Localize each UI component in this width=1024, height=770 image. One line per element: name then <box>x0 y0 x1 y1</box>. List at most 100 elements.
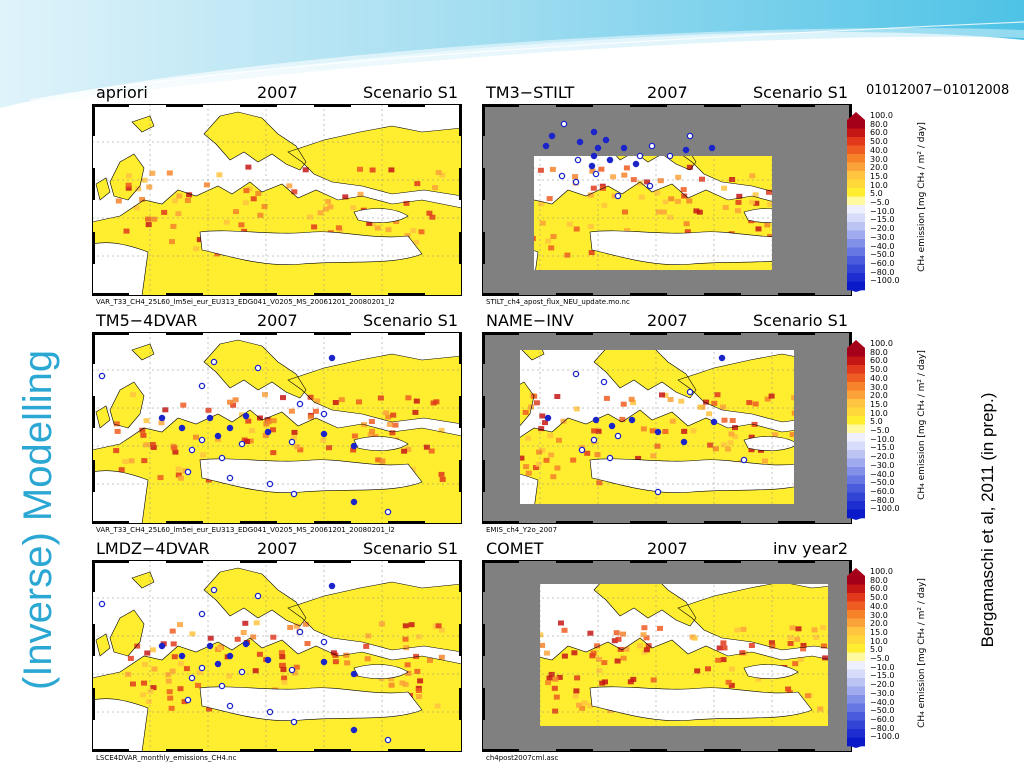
emission-cell <box>297 447 304 453</box>
colorbar-tick-label: 20.0 <box>870 619 888 629</box>
emission-cell <box>286 183 293 189</box>
station-marker <box>210 358 218 366</box>
emission-cell <box>752 192 759 198</box>
emission-cell <box>637 643 643 649</box>
emission-cell <box>195 682 201 688</box>
emission-cell <box>189 631 196 637</box>
frame-tick <box>482 104 519 107</box>
frame-tick <box>314 293 351 296</box>
scenario-label: inv year2 <box>772 539 848 558</box>
emission-cell <box>123 228 130 234</box>
year-label: 2007 <box>257 83 298 102</box>
emission-cell <box>720 640 727 646</box>
emission-cell <box>351 433 358 439</box>
colorbar-segment <box>847 382 865 391</box>
emission-cell <box>640 426 647 432</box>
emission-cell <box>438 654 445 660</box>
land-area <box>678 582 852 652</box>
emission-map <box>482 104 852 296</box>
colorbar-tick-label: 50.0 <box>870 365 888 375</box>
emission-cell <box>130 681 136 687</box>
emission-cell <box>312 408 319 414</box>
masked-area <box>482 332 852 524</box>
frame-tick <box>240 560 277 563</box>
emission-cell <box>184 198 191 203</box>
emission-cell <box>573 406 580 412</box>
emission-cell <box>542 420 548 426</box>
emission-cell <box>157 475 164 481</box>
colorbar-unit-label: CH₄ emission [mg CH₄ / m² / day] <box>917 350 927 500</box>
coastline <box>203 567 307 627</box>
land-area <box>132 344 154 360</box>
emission-cell <box>170 641 177 647</box>
station-marker <box>320 430 328 438</box>
emission-cell <box>357 191 364 197</box>
frame-tick <box>482 104 485 136</box>
station-marker <box>218 454 226 462</box>
station-marker <box>254 364 262 372</box>
emission-cell <box>270 418 277 424</box>
frame-tick <box>459 104 462 136</box>
frame-tick <box>556 521 593 524</box>
emission-cell <box>596 656 602 662</box>
emission-cell <box>133 205 140 211</box>
map-frame-ticks <box>92 104 462 296</box>
panel-title: TM3−STILT 2007 Scenario S1 <box>482 82 852 104</box>
frame-tick <box>92 396 95 428</box>
station-marker <box>646 182 654 190</box>
frame-tick <box>166 332 203 335</box>
emission-cell <box>525 435 532 441</box>
emission-cell <box>172 449 179 455</box>
station-marker <box>296 628 304 636</box>
frame-tick <box>778 560 815 563</box>
emission-cell <box>611 638 618 644</box>
station-marker <box>350 498 358 506</box>
emission-cell <box>146 184 153 190</box>
emission-cell <box>539 220 546 226</box>
emission-cell <box>127 655 134 661</box>
emission-cell <box>332 400 339 405</box>
emission-cell <box>177 686 184 692</box>
emission-cell <box>579 705 586 711</box>
colorbar-tick-label: −60.0 <box>870 486 895 496</box>
emission-cell <box>114 428 121 434</box>
emission-cell <box>736 193 743 199</box>
colorbar-tick-label: −50.0 <box>870 478 895 488</box>
emission-cell <box>405 670 412 676</box>
frame-tick <box>92 688 95 720</box>
emission-cell <box>135 186 142 192</box>
station-marker <box>632 160 640 168</box>
emission-cell <box>800 642 807 648</box>
emission-cell <box>755 676 762 682</box>
emission-cell <box>693 208 700 214</box>
colorbar-tick-label: −100.0 <box>870 276 900 286</box>
frame-tick <box>92 560 95 592</box>
station-marker <box>184 468 192 476</box>
emission-cell <box>172 198 179 204</box>
emission-cell <box>147 688 154 694</box>
emission-cell <box>166 689 173 695</box>
frame-tick <box>556 749 593 752</box>
emission-cell <box>165 672 172 678</box>
panel-tm5-4dvar: TM5−4DVAR 2007 Scenario S1 VAR_T33_CH4_2… <box>92 310 462 542</box>
sea-area <box>589 686 813 721</box>
emission-cell <box>223 219 230 225</box>
colorbar-tick-label: −40.0 <box>870 697 895 707</box>
emission-cell <box>680 187 687 193</box>
colorbar-segment <box>847 433 865 442</box>
map-grid <box>92 560 462 752</box>
file-name: VAR_T33_CH4_25L60_lm5ei_eur_EU313_EDG041… <box>96 298 395 306</box>
colorbar-segment <box>847 188 865 197</box>
emission-cell <box>525 470 532 476</box>
station-markers <box>98 354 392 516</box>
panel-comet: COMET 2007 inv year2 ch4post2007cml.asc <box>482 538 852 770</box>
emission-cell <box>233 209 239 215</box>
frame-tick <box>92 104 129 107</box>
frame-tick <box>240 104 277 107</box>
frame-tick <box>482 168 485 200</box>
colorbar-tick-label: −40.0 <box>870 469 895 479</box>
emission-cell <box>546 675 553 681</box>
emission-cell <box>740 626 747 632</box>
emission-cell <box>725 446 731 452</box>
emission-cell <box>413 653 420 659</box>
